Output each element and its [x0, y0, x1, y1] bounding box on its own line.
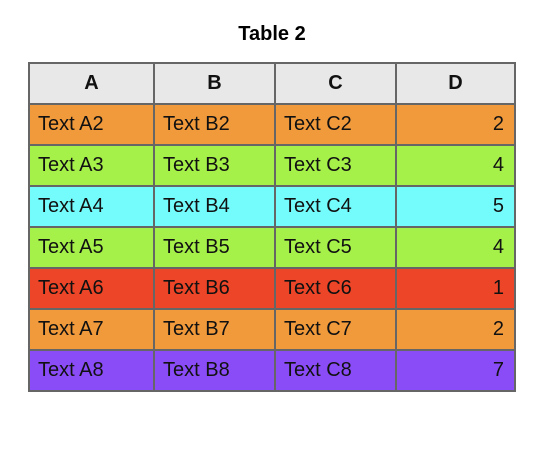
cell-a: Text A6	[28, 267, 155, 310]
cell-b: Text B5	[153, 226, 276, 269]
cell-c: Text C7	[274, 308, 397, 351]
cell-a: Text A5	[28, 226, 155, 269]
column-header-c: C	[274, 62, 397, 105]
cell-b: Text B2	[153, 103, 276, 146]
cell-a: Text A8	[28, 349, 155, 392]
cell-a: Text A2	[28, 103, 155, 146]
cell-c: Text C6	[274, 267, 397, 310]
data-table: A B C D Text A2 Text B2 Text C2 2 Text A…	[28, 62, 516, 392]
cell-b: Text B8	[153, 349, 276, 392]
cell-b: Text B3	[153, 144, 276, 187]
cell-a: Text A4	[28, 185, 155, 228]
cell-d: 4	[395, 144, 516, 187]
cell-d: 4	[395, 226, 516, 269]
column-header-b: B	[153, 62, 276, 105]
table-title: Table 2	[238, 23, 306, 45]
table-row: Text A6 Text B6 Text C6 1	[28, 267, 516, 310]
cell-d: 7	[395, 349, 516, 392]
table-row: Text A7 Text B7 Text C7 2	[28, 308, 516, 351]
table-row: Text A3 Text B3 Text C3 4	[28, 144, 516, 187]
table-row: Text A2 Text B2 Text C2 2	[28, 103, 516, 146]
cell-b: Text B6	[153, 267, 276, 310]
cell-d: 2	[395, 103, 516, 146]
cell-a: Text A7	[28, 308, 155, 351]
column-header-a: A	[28, 62, 155, 105]
cell-c: Text C2	[274, 103, 397, 146]
table-row: Text A5 Text B5 Text C5 4	[28, 226, 516, 269]
cell-d: 2	[395, 308, 516, 351]
header-row: A B C D	[28, 62, 516, 105]
column-header-d: D	[395, 62, 516, 105]
cell-c: Text C5	[274, 226, 397, 269]
cell-d: 5	[395, 185, 516, 228]
cell-b: Text B4	[153, 185, 276, 228]
cell-c: Text C8	[274, 349, 397, 392]
table-row: Text A4 Text B4 Text C4 5	[28, 185, 516, 228]
table-row: Text A8 Text B8 Text C8 7	[28, 349, 516, 392]
cell-b: Text B7	[153, 308, 276, 351]
cell-d: 1	[395, 267, 516, 310]
cell-c: Text C4	[274, 185, 397, 228]
cell-a: Text A3	[28, 144, 155, 187]
cell-c: Text C3	[274, 144, 397, 187]
